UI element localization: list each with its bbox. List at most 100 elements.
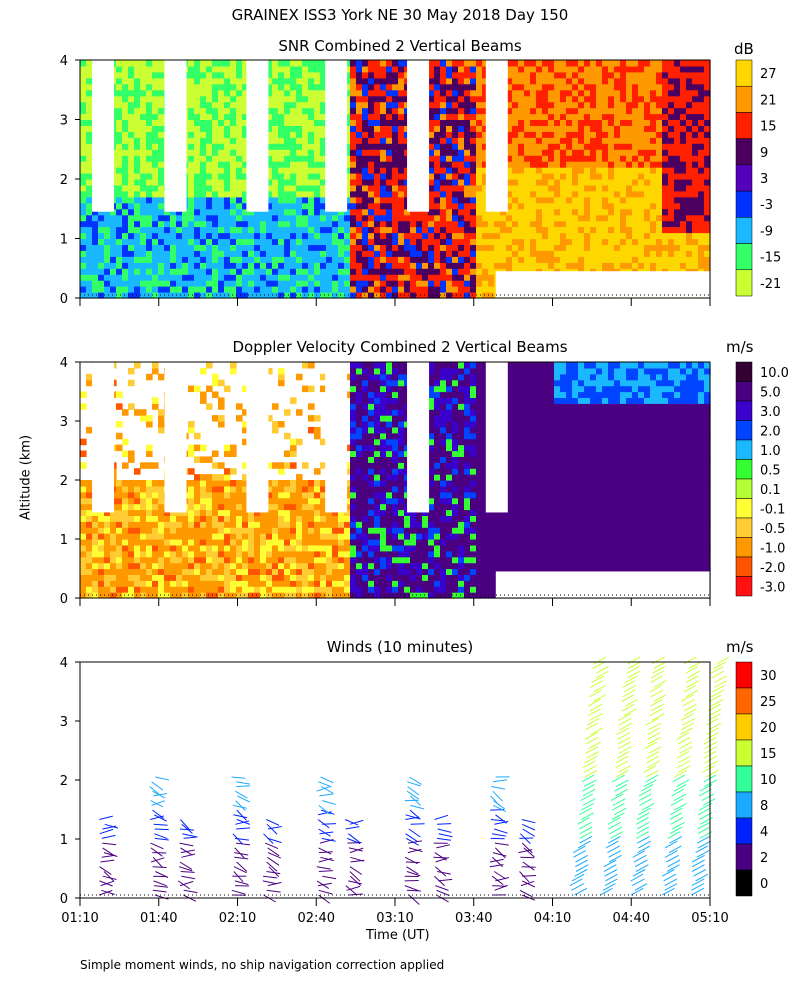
snr-cell xyxy=(608,65,615,73)
snr-cell xyxy=(200,208,207,216)
snr-cell xyxy=(368,149,375,156)
snr-cell xyxy=(260,268,267,275)
snr-cell xyxy=(236,202,243,210)
doppler-cell xyxy=(122,497,129,505)
snr-cell xyxy=(428,125,435,132)
snr-cell xyxy=(302,250,309,257)
snr-cell xyxy=(152,196,159,204)
snr-cell xyxy=(476,202,483,210)
snr-cell xyxy=(560,155,567,162)
snr-cell xyxy=(512,220,519,228)
doppler-field xyxy=(80,362,711,599)
snr-cell xyxy=(584,190,591,198)
snr-cell xyxy=(266,137,273,144)
doppler-cell xyxy=(158,550,165,558)
snr-cell xyxy=(152,268,159,275)
snr-cell xyxy=(86,280,93,287)
snr-cell xyxy=(236,95,243,103)
doppler-cell xyxy=(248,533,255,540)
snr-cell xyxy=(284,190,291,198)
snr-cell xyxy=(488,250,495,257)
doppler-cell xyxy=(254,515,261,522)
snr-cell xyxy=(524,101,531,109)
snr-cell xyxy=(86,286,93,293)
doppler-cell xyxy=(158,373,165,381)
snr-cell xyxy=(656,89,663,97)
snr-cell xyxy=(308,286,315,293)
snr-cell xyxy=(350,214,357,222)
snr-cell xyxy=(542,184,549,192)
snr-cell xyxy=(398,202,405,210)
snr-cell xyxy=(182,226,189,234)
snr-cell xyxy=(698,167,705,174)
snr-cell xyxy=(122,208,129,216)
doppler-cell xyxy=(254,574,261,581)
doppler-cell xyxy=(200,503,207,511)
doppler-cell xyxy=(242,539,249,546)
snr-cell xyxy=(266,286,273,293)
snr-cell xyxy=(302,119,309,126)
snr-cell xyxy=(590,89,597,97)
doppler-cell xyxy=(110,568,117,575)
snr-cell xyxy=(560,256,567,263)
doppler-cell xyxy=(122,539,129,546)
snr-cell xyxy=(548,220,555,228)
snr-cell xyxy=(398,119,405,126)
snr-cell xyxy=(326,244,333,251)
doppler-cell xyxy=(92,544,99,552)
snr-cell xyxy=(638,161,645,168)
snr-cell xyxy=(686,262,693,269)
snr-cell xyxy=(374,155,381,162)
snr-cell xyxy=(542,238,549,245)
snr-cell xyxy=(380,107,387,115)
snr-cell xyxy=(344,208,351,216)
doppler-cell xyxy=(212,462,219,469)
snr-cell xyxy=(626,173,633,180)
snr-cell xyxy=(560,125,567,132)
doppler-cell xyxy=(152,539,159,546)
snr-cell xyxy=(320,65,327,73)
snr-cell xyxy=(116,173,123,180)
snr-cell xyxy=(200,232,207,240)
snr-cell xyxy=(692,155,699,162)
snr-cell xyxy=(440,143,447,150)
snr-cell xyxy=(86,268,93,275)
snr-cell xyxy=(428,113,435,120)
doppler-cell xyxy=(80,485,87,493)
snr-cell xyxy=(218,214,225,222)
snr-cell xyxy=(674,60,681,67)
snr-cell xyxy=(410,286,417,293)
snr-cell xyxy=(518,143,525,150)
snr-cell xyxy=(320,173,327,180)
snr-cell xyxy=(344,238,351,245)
doppler-cell xyxy=(170,539,177,546)
doppler-cell xyxy=(242,556,249,564)
snr-cell xyxy=(242,232,249,240)
snr-cell xyxy=(404,292,411,299)
snr-cell xyxy=(356,65,363,73)
doppler-cell xyxy=(122,544,129,552)
doppler-cell xyxy=(242,562,249,570)
snr-cell xyxy=(506,65,513,73)
doppler-cell xyxy=(230,521,237,528)
snr-cell xyxy=(374,256,381,263)
snr-cell xyxy=(458,202,465,210)
snr-cell xyxy=(212,286,219,293)
snr-cell xyxy=(284,143,291,150)
snr-cell xyxy=(680,149,687,156)
snr-cell xyxy=(494,262,501,269)
doppler-cell xyxy=(92,509,99,516)
snr-cell xyxy=(542,71,549,79)
snr-cell xyxy=(416,268,423,275)
doppler-cell xyxy=(122,462,129,469)
snr-cell xyxy=(284,161,291,168)
snr-cell xyxy=(602,89,609,97)
snr-cell xyxy=(506,232,513,240)
snr-cell xyxy=(554,226,561,234)
snr-cell xyxy=(194,60,201,67)
snr-cell xyxy=(692,107,699,115)
snr-cell xyxy=(644,226,651,234)
snr-cell xyxy=(128,60,135,67)
snr-cell xyxy=(284,131,291,138)
snr-cell xyxy=(542,107,549,115)
